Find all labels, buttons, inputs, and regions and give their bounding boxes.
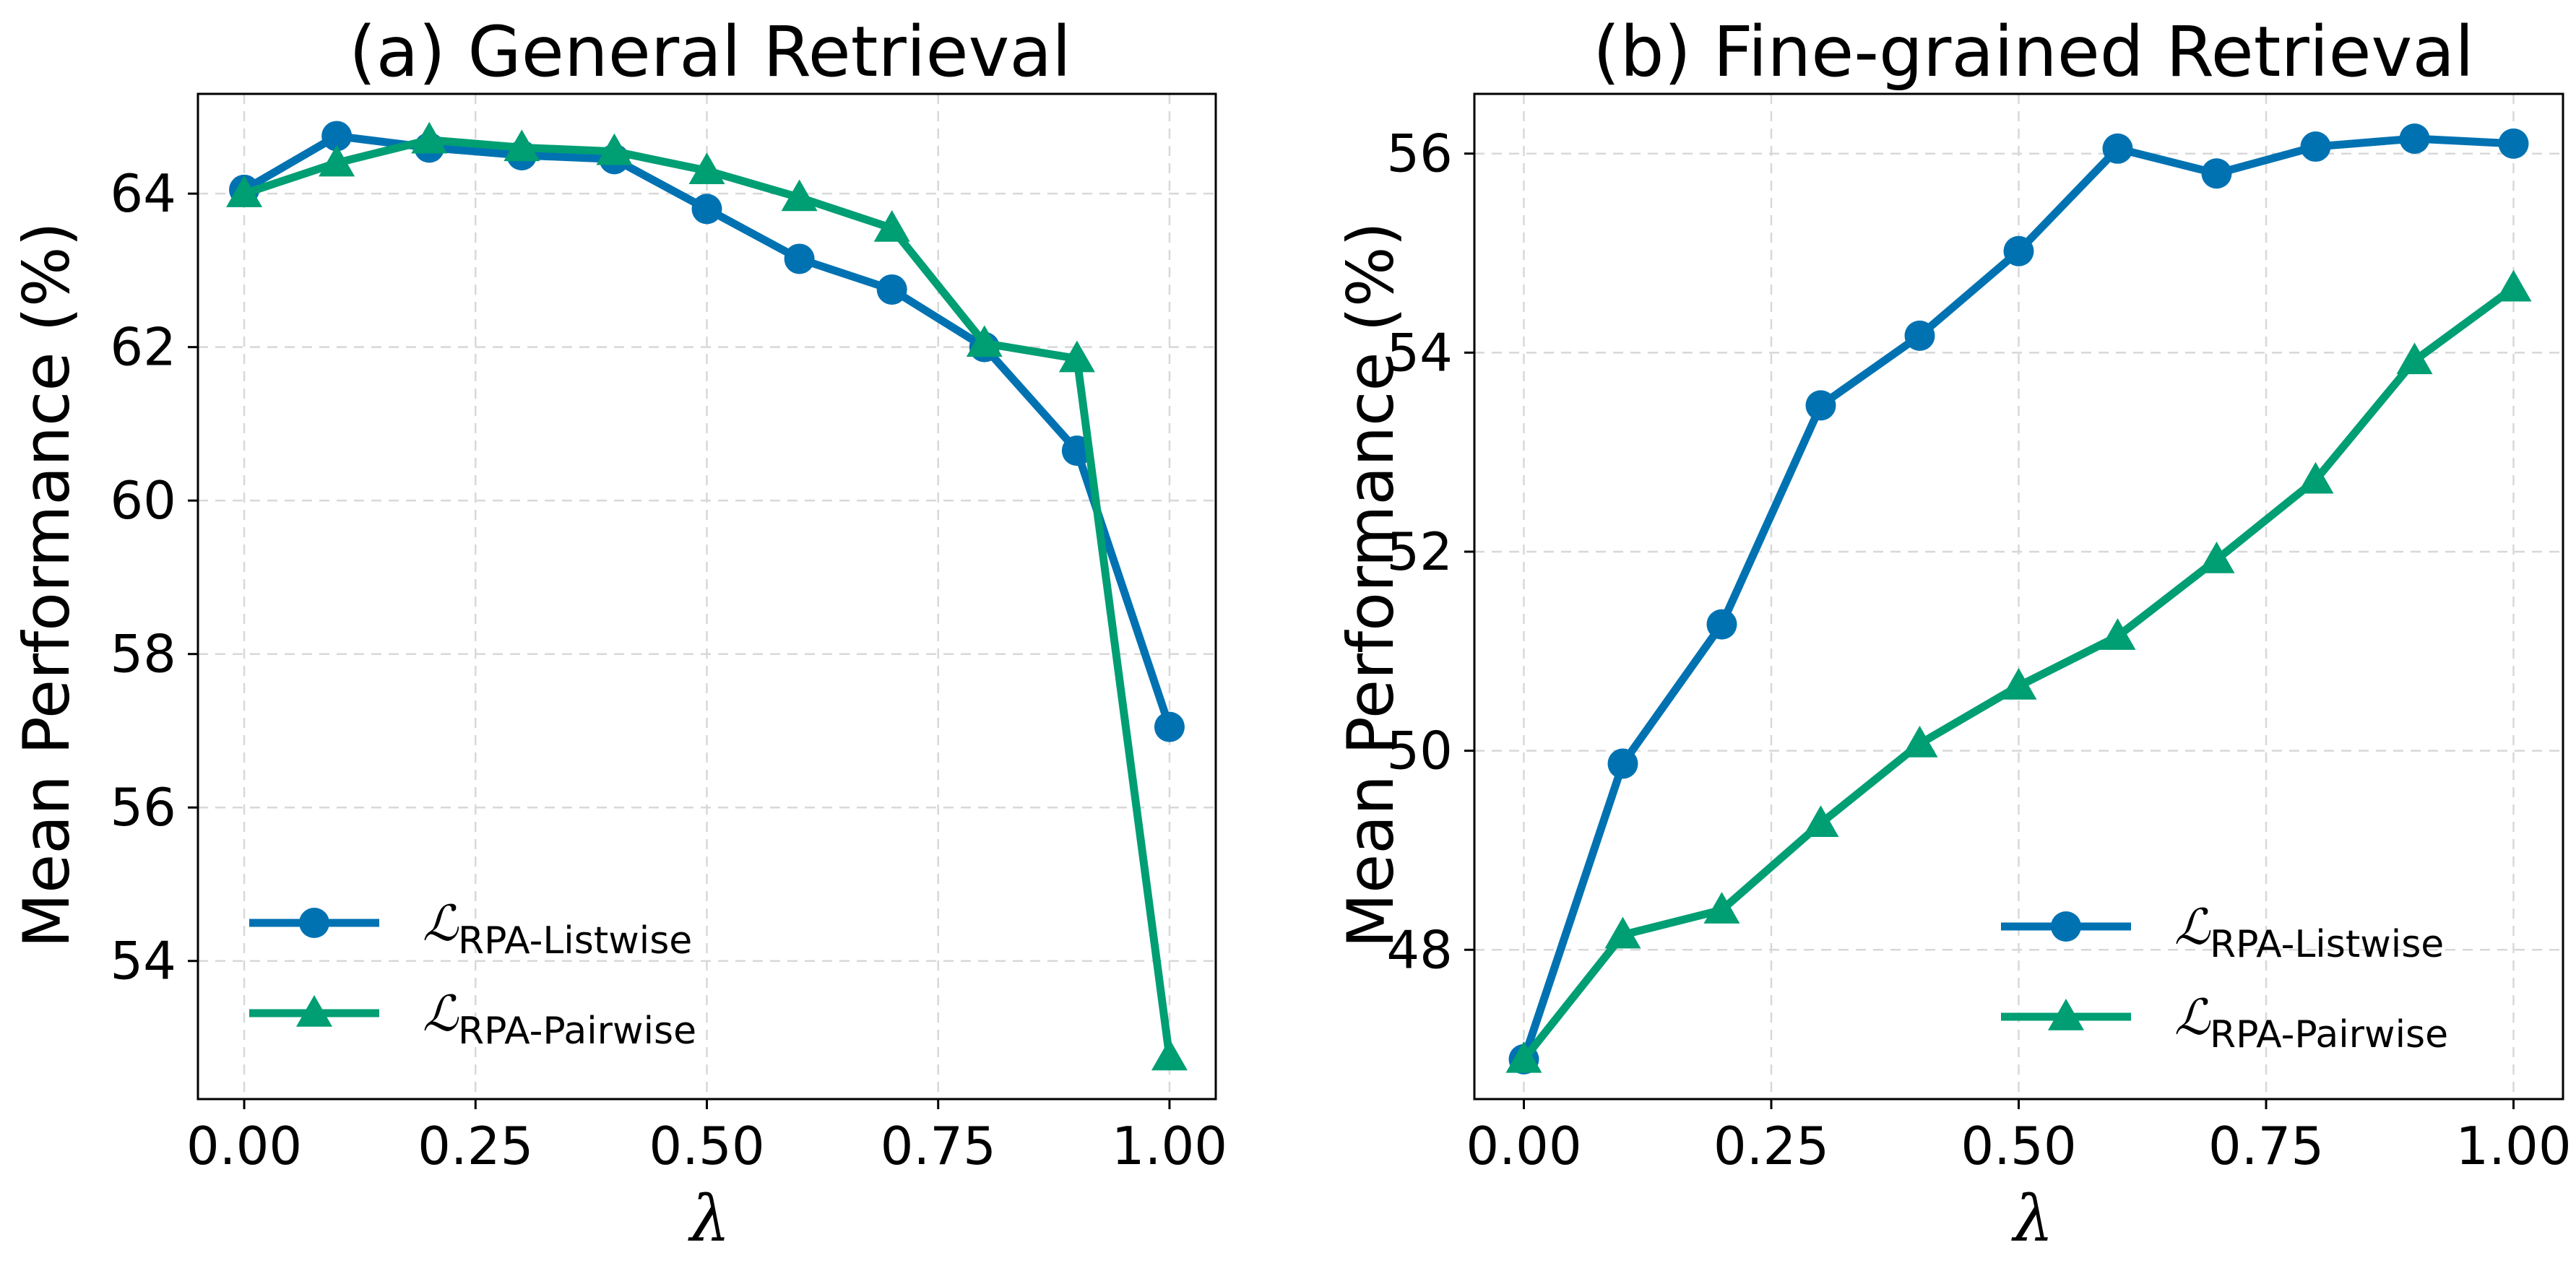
data-point: [2198, 542, 2235, 573]
legend-label: ℒRPA-Listwise: [423, 895, 692, 963]
legend-item: ℒRPA-Pairwise: [249, 986, 696, 1053]
data-point: [2000, 668, 2037, 700]
x-tick-label: 0.75: [881, 1116, 996, 1176]
data-point: [226, 175, 263, 207]
data-point: [2399, 123, 2430, 155]
plot-frame: [196, 92, 1217, 1101]
data-point: [411, 121, 448, 154]
legend-marker: [299, 908, 329, 938]
x-tick-label: 1.00: [1112, 1116, 1227, 1176]
data-point: [2102, 133, 2133, 164]
legend-item: ℒRPA-Listwise: [2001, 899, 2444, 966]
data-point: [1154, 711, 1185, 742]
data-point: [1904, 320, 1935, 351]
y-axis-label: Mean Performance (%): [9, 222, 84, 948]
x-tick-label: 0.00: [1466, 1116, 1581, 1176]
data-point: [1505, 1041, 1542, 1073]
data-point: [2396, 342, 2433, 375]
legend-subscript: RPA-Pairwise: [2210, 1013, 2448, 1056]
x-tick-label: 0.50: [649, 1116, 764, 1176]
y-tick-label: 54: [1386, 322, 1453, 383]
data-point: [1901, 725, 1938, 758]
plot-frame: [1473, 92, 2564, 1101]
legend-marker: [2048, 999, 2084, 1030]
legend-subscript: RPA-Pairwise: [458, 1010, 696, 1053]
legend-subscript: RPA-Listwise: [458, 919, 692, 963]
y-tick-label: 56: [110, 777, 176, 838]
legend-label: ℒRPA-Pairwise: [423, 986, 696, 1053]
data-point: [1703, 892, 1740, 924]
x-axis-label: λ: [688, 1181, 730, 1256]
data-point: [2003, 235, 2034, 266]
legend-item: ℒRPA-Listwise: [249, 895, 692, 963]
data-point: [1706, 609, 1737, 640]
x-axis-label: λ: [2011, 1181, 2054, 1256]
data-point: [691, 194, 722, 225]
panel-fine-grained-retrieval: (b) Fine-grained Retrieval Mean Performa…: [1334, 12, 2572, 1256]
chart-title: (a) General Retrieval: [349, 12, 1071, 92]
data-point: [2300, 131, 2331, 162]
legend-marker: [296, 995, 332, 1027]
data-point: [1802, 805, 1839, 837]
x-tick-label: 0.00: [186, 1116, 302, 1176]
data-point: [2495, 269, 2532, 302]
chart-title: (b) Fine-grained Retrieval: [1593, 12, 2474, 92]
legend-item: ℒRPA-Pairwise: [2001, 989, 2448, 1056]
data-point: [2099, 618, 2136, 650]
y-tick-label: 56: [1386, 123, 1453, 184]
y-tick-label: 48: [1386, 919, 1453, 980]
data-point: [966, 325, 1003, 357]
data-point: [319, 144, 355, 177]
y-tick-label: 62: [110, 317, 176, 378]
data-point: [873, 209, 910, 242]
data-point: [1607, 748, 1638, 779]
legend-label: ℒRPA-Pairwise: [2174, 989, 2448, 1056]
data-point: [688, 152, 725, 185]
legend-symbol: ℒ: [423, 986, 459, 1043]
x-tick-label: 0.25: [1713, 1116, 1829, 1176]
y-tick-label: 60: [110, 470, 176, 531]
y-tick-label: 64: [110, 163, 176, 224]
legend-symbol: ℒ: [2174, 899, 2211, 956]
data-point: [1151, 1038, 1188, 1071]
data-point: [2297, 461, 2334, 494]
panel-general-retrieval: (a) General Retrieval Mean Performance (…: [9, 12, 1227, 1256]
data-point: [596, 133, 633, 165]
y-tick-label: 52: [1386, 521, 1453, 582]
data-point: [781, 179, 818, 212]
data-point: [503, 129, 540, 162]
x-tick-label: 0.50: [1961, 1116, 2076, 1176]
data-point: [784, 243, 815, 274]
data-point: [321, 121, 353, 152]
legend-marker: [2051, 911, 2081, 942]
legend-symbol: ℒ: [2174, 989, 2211, 1046]
legend-symbol: ℒ: [423, 895, 459, 952]
y-axis-label: Mean Performance (%): [1334, 222, 1408, 948]
x-tick-label: 1.00: [2455, 1116, 2571, 1176]
legend-subscript: RPA-Listwise: [2210, 923, 2444, 966]
y-tick-label: 58: [110, 624, 176, 685]
data-point: [1058, 340, 1095, 373]
data-point: [1604, 916, 1641, 949]
x-tick-label: 0.75: [2208, 1116, 2324, 1176]
data-point: [1805, 390, 1836, 421]
data-point: [2498, 128, 2529, 159]
legend-label: ℒRPA-Listwise: [2174, 899, 2444, 966]
y-tick-label: 54: [110, 931, 176, 991]
data-point: [876, 274, 907, 305]
y-tick-label: 50: [1386, 721, 1453, 781]
data-point: [2201, 158, 2232, 189]
x-tick-label: 0.25: [418, 1116, 533, 1176]
